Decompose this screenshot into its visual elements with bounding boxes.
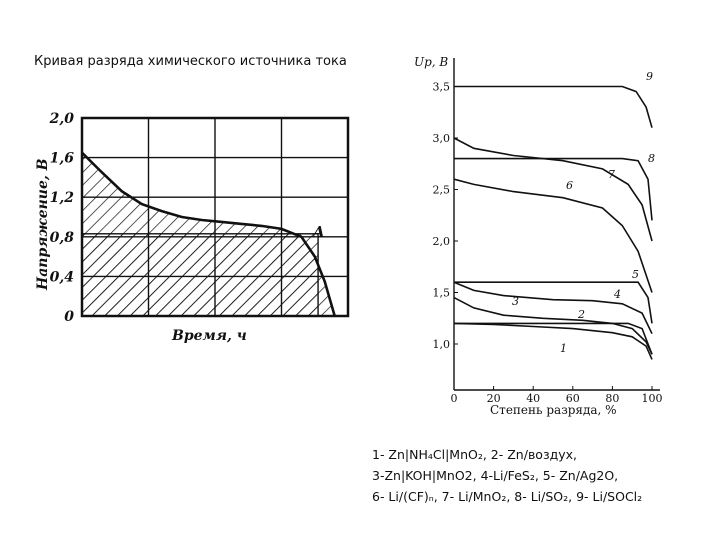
- chart1-point-a-label: A: [311, 223, 325, 241]
- chart2-y-tick-label: 1,0: [433, 338, 451, 351]
- chart2-series-line-4: [453, 281, 653, 335]
- chart2-x-tick-label: 20: [487, 392, 501, 405]
- chart2-series-label-8: 8: [648, 152, 655, 165]
- discharge-curve-chart: 00,40,81,21,62,0 Напряжение, В Время, ч …: [35, 111, 350, 344]
- legend-line-1: 1- Zn|NH₄Cl|MnO₂, 2- Zn/воздух,: [372, 447, 578, 462]
- chart2-y-tick-label: 3,0: [433, 132, 451, 145]
- chart1-y-tick-label: 2,0: [49, 111, 75, 127]
- chart1-y-tick-label: 0: [64, 309, 74, 325]
- chart1-y-tick-label: 1,6: [50, 151, 75, 167]
- chart2-series-label-9: 9: [646, 70, 653, 83]
- chart1-y-axis-label: Напряжение, В: [35, 158, 51, 291]
- chart2-series-label-2: 2: [577, 308, 585, 321]
- chart2-series-line-2: [454, 322, 653, 355]
- chart2-series-line-5: [454, 281, 653, 324]
- chart2-series-label-3: 3: [512, 295, 519, 308]
- chart2-series-line-3: [453, 296, 653, 355]
- chart2-x-tick-labels: 0 20 40 60 80 100: [451, 386, 663, 405]
- chart2-series-line-1: [453, 322, 653, 360]
- chart2-x-tick-label: 40: [526, 392, 540, 405]
- chart1-x-axis-label: Время, ч: [171, 328, 247, 344]
- chart2-y-tick-label: 2,5: [433, 184, 451, 197]
- chart2-series-label-1: 1: [560, 342, 567, 355]
- chart2-series-line-7: [453, 137, 653, 242]
- chart2-x-tick-label: 80: [605, 392, 619, 405]
- chart2-y-tick-labels: 1,0 1,5 2,0 2,5 3,0 3,5: [433, 81, 458, 351]
- chart2-series-label-7: 7: [608, 168, 615, 181]
- chart1-y-tick-label: 1,2: [50, 190, 75, 206]
- legend-line-2: 3-Zn|KOH|MnO2, 4-Li/FeS₂, 5- Zn/Ag2O,: [372, 468, 619, 483]
- chart1-hatched-area: [82, 152, 335, 316]
- chart1-y-tick-label: 0,4: [50, 269, 74, 285]
- chart2-x-axis-label: Степень разряда, %: [490, 403, 617, 417]
- chart2-series-label-5: 5: [632, 268, 639, 281]
- chart1-y-tick-labels: 0 0,4 0,8 1,2 1,6 2,0: [49, 111, 75, 325]
- battery-comparison-chart: 1,0 1,5 2,0 2,5 3,0 3,5 0 20 40 60 80 100 1 2 3 45 6 7 8…: [414, 55, 663, 417]
- chart2-series-line-9: [454, 85, 653, 128]
- chart2-y-tick-label: 1,5: [433, 287, 451, 300]
- legend-line-3: 6- Li/(CF)ₙ, 7- Li/MnO₂, 8- Li/SO₂, 9- L…: [372, 489, 643, 504]
- chart2-y-axis-label: Uр, В: [414, 55, 448, 69]
- chart2-series-label-6: 6: [566, 179, 573, 192]
- chart2-x-tick-label: 0: [451, 392, 458, 405]
- chart2-series-line-8: [454, 157, 653, 221]
- chart2-x-tick-label: 60: [566, 392, 580, 405]
- chart2-x-tick-label: 100: [642, 392, 663, 405]
- slide-title: Кривая разряда химического источника ток…: [34, 54, 347, 69]
- chart2-y-tick-label: 3,5: [433, 81, 451, 94]
- battery-legend: 1- Zn|NH₄Cl|MnO₂, 2- Zn/воздух, 3-Zn|KOH…: [372, 444, 717, 507]
- chart1-discharge-curve: [81, 151, 336, 317]
- chart2-series-line-6: [453, 178, 653, 293]
- chart2-series-label-4: 4: [613, 288, 621, 301]
- chart2-y-tick-label: 2,0: [433, 235, 451, 248]
- chart1-y-tick-label: 0,8: [50, 230, 75, 246]
- chart2-series-group: 1 2 3 45 6 7 8 9: [453, 70, 655, 360]
